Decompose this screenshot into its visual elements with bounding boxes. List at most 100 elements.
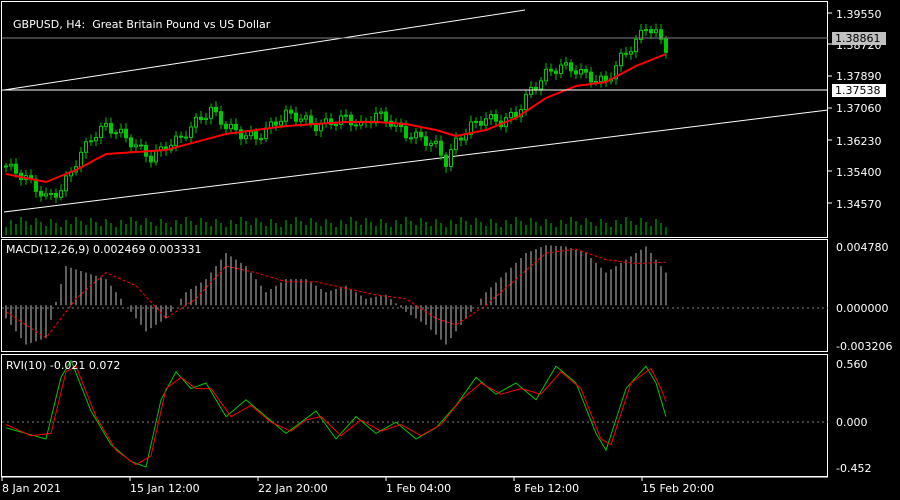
candle-body (184, 136, 188, 139)
candle-body (469, 121, 473, 135)
candle-body (39, 190, 43, 197)
candle-body (584, 68, 588, 73)
candle-body (179, 135, 183, 138)
candle-body (254, 131, 258, 140)
macd-label: 0.004780 (836, 241, 889, 254)
candle-body (444, 154, 448, 167)
candle-body (514, 111, 518, 118)
candle-body (274, 121, 278, 126)
candle-body (589, 71, 593, 83)
time-label: 8 Feb 12:00 (514, 482, 580, 495)
candle-body (404, 126, 408, 139)
candle-body (334, 123, 338, 126)
candle-body (644, 29, 648, 32)
candle-body (294, 112, 298, 122)
candle-body (239, 129, 243, 140)
macd-histogram (5, 245, 667, 345)
candle-body (204, 117, 208, 121)
rvi-panel[interactable] (1, 354, 828, 477)
candle-body (54, 192, 58, 198)
candle-body (574, 70, 578, 75)
candle-body (79, 151, 83, 168)
candle-body (154, 150, 158, 163)
candle-body (174, 135, 178, 146)
trendlines (3, 9, 829, 213)
candle-body (209, 106, 213, 119)
candle-body (664, 38, 668, 53)
candle-body (524, 93, 528, 111)
candle-body (384, 111, 388, 122)
candle-body (439, 140, 443, 156)
candle-body (379, 111, 383, 114)
candle-body (534, 86, 538, 90)
rvi-label: 0.560 (836, 358, 868, 371)
candle-body (474, 120, 478, 123)
candle-body (539, 80, 543, 90)
time-label: 22 Jan 20:00 (258, 482, 328, 495)
candle-body (129, 137, 133, 148)
candle-body (414, 131, 418, 139)
candle-body (569, 62, 573, 72)
candle-body (349, 114, 353, 126)
candle-body (309, 115, 313, 124)
candle-body (139, 144, 143, 147)
timeframe-label: H4 (66, 18, 82, 31)
candle-body (44, 193, 48, 197)
candle-body (544, 68, 548, 82)
candle-body (564, 62, 568, 66)
candle-body (99, 125, 103, 138)
candle-body (614, 65, 618, 80)
candle-body (64, 175, 68, 192)
bid-price-tag: 1.38861 (832, 32, 886, 45)
candle-body (639, 29, 643, 40)
candle-body (559, 64, 563, 74)
candle-body (214, 106, 218, 113)
rvi-title: RVI(10) -0.021 0.072 (6, 359, 121, 372)
candle-body (509, 111, 513, 119)
candle-body (244, 135, 248, 140)
candle-body (234, 123, 238, 131)
candle-body (114, 132, 118, 135)
price-label: 1.34570 (836, 198, 882, 211)
candle-body (494, 114, 498, 122)
candle-body (4, 165, 8, 168)
rvi-label: -0.452 (836, 462, 872, 475)
candle-body (59, 190, 63, 198)
price-panel[interactable] (1, 1, 828, 238)
candle-body (109, 122, 113, 134)
candle-body (629, 51, 633, 55)
candle-body (619, 52, 623, 67)
macd-label: -0.003206 (836, 340, 893, 353)
candle-body (84, 141, 88, 153)
candle-body (449, 149, 453, 167)
candle-body (249, 131, 253, 137)
candle-body (189, 126, 193, 138)
price-label: 1.35400 (836, 166, 882, 179)
volume-bars (5, 217, 667, 235)
candle-body (489, 114, 493, 120)
candle-body (9, 163, 13, 167)
candle-body (459, 137, 463, 141)
candle-body (199, 116, 203, 121)
candle-body (429, 142, 433, 146)
candle-body (649, 29, 653, 34)
moving-average-line (5, 53, 667, 184)
macd-title: MACD(12,26,9) 0.002469 0.003331 (6, 243, 202, 256)
candle-body (409, 137, 413, 140)
candle-body (14, 163, 18, 174)
time-label: 1 Feb 04:00 (386, 482, 452, 495)
candle-body (579, 68, 583, 75)
candle-body (344, 114, 348, 117)
price-label: 1.37890 (836, 70, 882, 83)
candle-body (119, 128, 123, 134)
candle-body (329, 118, 333, 125)
candle-body (259, 138, 263, 141)
trendline-lower (3, 109, 829, 213)
candle-body (634, 38, 638, 53)
time-label: 8 Jan 2021 (2, 482, 61, 495)
rvi-signal-line (5, 365, 667, 466)
macd-panel[interactable] (1, 239, 828, 352)
candle-body (604, 75, 608, 82)
chart-title: GBPUSD, H4: Great Britain Pound vs US Do… (13, 18, 271, 31)
